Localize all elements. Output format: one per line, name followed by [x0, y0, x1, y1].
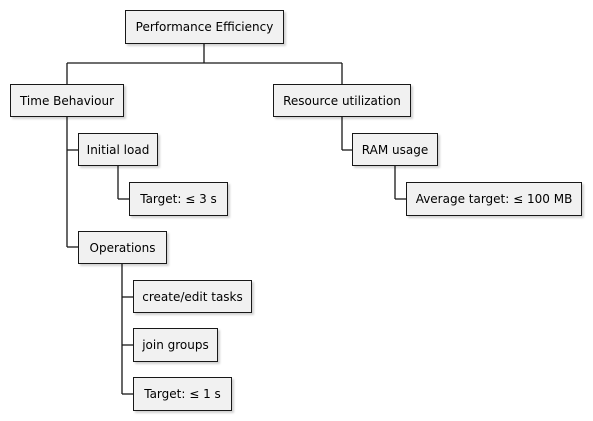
node-time-behaviour: Time Behaviour [10, 84, 124, 117]
node-create-edit-tasks: create/edit tasks [133, 280, 252, 313]
node-ram-usage-target: Average target: ≤ 100 MB [406, 182, 582, 216]
node-operations: Operations [78, 231, 167, 264]
node-operations-target: Target: ≤ 1 s [133, 377, 232, 411]
node-ram-usage: RAM usage [352, 133, 438, 166]
node-initial-load: Initial load [78, 133, 158, 166]
node-join-groups: join groups [133, 328, 218, 362]
node-resource-utilization: Resource utilization [273, 84, 411, 117]
node-root: Performance Efficiency [125, 10, 284, 44]
node-initial-load-target: Target: ≤ 3 s [129, 182, 228, 216]
